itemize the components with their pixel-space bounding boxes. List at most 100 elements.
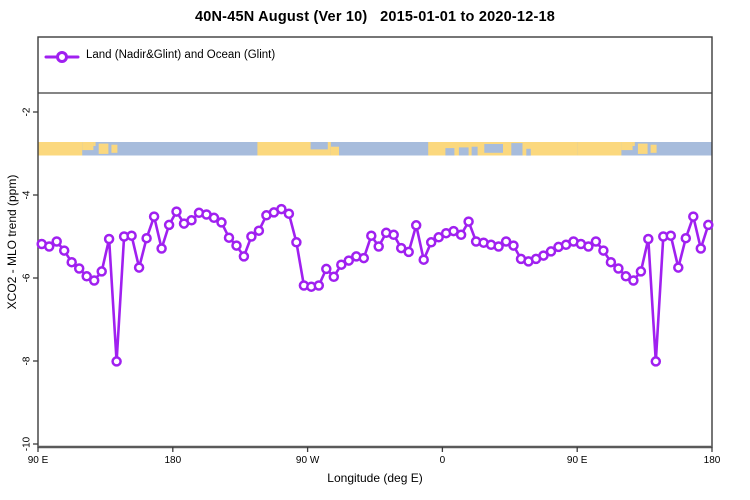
data-point-marker xyxy=(650,356,662,367)
water-cutout xyxy=(471,146,478,156)
x-tick-label: 90 E xyxy=(28,455,49,466)
water-cutout xyxy=(526,148,531,156)
data-point-marker xyxy=(336,259,347,270)
land-ocean-map-strip xyxy=(38,142,712,156)
data-point-marker xyxy=(103,233,115,245)
data-point-marker xyxy=(246,231,257,242)
data-point-marker xyxy=(455,229,467,241)
data-point-marker xyxy=(545,246,557,257)
water-cutout xyxy=(458,147,469,156)
land-segment xyxy=(93,142,96,146)
data-point-marker xyxy=(635,266,647,277)
data-point-marker xyxy=(126,230,137,241)
data-point-marker xyxy=(276,203,287,215)
data-point-marker xyxy=(231,240,242,251)
data-point-marker xyxy=(66,256,77,268)
data-point-marker xyxy=(216,217,227,228)
legend-key xyxy=(44,51,80,63)
land-segment xyxy=(38,142,83,156)
data-point-marker xyxy=(703,219,714,231)
data-point-marker xyxy=(366,230,377,241)
data-point-marker xyxy=(81,271,92,282)
data-point-marker xyxy=(223,232,235,243)
data-point-marker xyxy=(111,356,122,367)
data-point-marker xyxy=(238,251,250,262)
data-point-marker xyxy=(343,255,355,266)
data-point-marker xyxy=(583,241,594,252)
y-tick-label: -6 xyxy=(22,273,33,282)
data-point-marker xyxy=(313,280,325,291)
data-point-marker xyxy=(425,237,437,248)
x-tick-label: 90 E xyxy=(567,455,588,466)
data-point-marker xyxy=(538,250,549,261)
x-axis-title: Longitude (deg E) xyxy=(327,471,423,485)
y-tick-label: -2 xyxy=(22,107,33,116)
water-cutout xyxy=(445,148,455,156)
data-point-marker xyxy=(171,206,182,217)
data-point-marker xyxy=(73,263,85,274)
data-point-marker xyxy=(613,263,624,274)
data-point-marker xyxy=(358,252,370,264)
land-segment xyxy=(98,143,109,154)
y-tick-label: -4 xyxy=(22,190,33,199)
data-point-marker xyxy=(590,236,602,247)
y-tick-label: -8 xyxy=(22,356,33,365)
data-point-marker xyxy=(433,232,444,243)
data-point-marker xyxy=(133,262,145,273)
data-point-marker xyxy=(688,211,699,222)
data-point-marker xyxy=(463,216,474,227)
data-point-marker xyxy=(43,241,55,252)
data-point-marker xyxy=(51,236,62,247)
data-point-marker xyxy=(163,219,175,231)
data-point-marker xyxy=(328,271,340,283)
x-tick-label: 180 xyxy=(164,455,181,466)
land-segment xyxy=(330,146,339,156)
y-tick-label: -10 xyxy=(22,436,33,451)
data-series-line xyxy=(40,207,710,363)
data-point-marker xyxy=(673,262,684,273)
data-point-marker xyxy=(291,237,302,248)
data-point-marker xyxy=(148,211,160,222)
data-point-marker xyxy=(403,246,414,258)
data-point-marker xyxy=(418,254,429,265)
data-point-marker xyxy=(508,240,519,251)
data-point-marker xyxy=(208,212,220,224)
land-segment xyxy=(632,142,635,146)
data-point-marker xyxy=(493,241,504,252)
land-segment xyxy=(650,144,657,153)
data-point-marker xyxy=(605,256,617,268)
data-point-marker xyxy=(410,220,422,231)
x-tick-label: 0 xyxy=(440,455,446,466)
data-point-marker xyxy=(253,225,265,236)
water-cutout xyxy=(511,143,523,156)
data-point-marker xyxy=(500,236,512,247)
data-point-marker xyxy=(680,232,692,244)
data-point-marker xyxy=(141,232,152,244)
data-point-marker xyxy=(695,243,707,254)
data-point-marker xyxy=(283,208,295,219)
land-segment xyxy=(111,144,118,153)
data-point-marker xyxy=(665,230,677,241)
data-point-marker xyxy=(321,263,332,275)
data-point-marker xyxy=(186,215,197,226)
land-segment xyxy=(621,142,633,151)
water-cutout xyxy=(310,142,328,150)
data-point-marker xyxy=(58,245,70,256)
data-point-marker xyxy=(598,245,609,256)
land-segment xyxy=(577,142,622,156)
land-segment xyxy=(82,142,94,151)
data-point-marker xyxy=(643,233,654,245)
data-point-marker xyxy=(373,241,384,252)
land-segment xyxy=(637,143,648,154)
x-tick-label: 180 xyxy=(704,455,721,466)
data-point-marker xyxy=(156,243,167,254)
x-tick-label: 90 W xyxy=(296,455,320,466)
data-point-marker xyxy=(620,271,632,282)
legend-label: Land (Nadir&Glint) and Ocean (Glint) xyxy=(86,49,276,61)
data-point-marker xyxy=(388,229,399,241)
water-cutout xyxy=(484,144,503,153)
data-point-marker xyxy=(88,275,100,286)
data-point-marker xyxy=(96,266,107,277)
